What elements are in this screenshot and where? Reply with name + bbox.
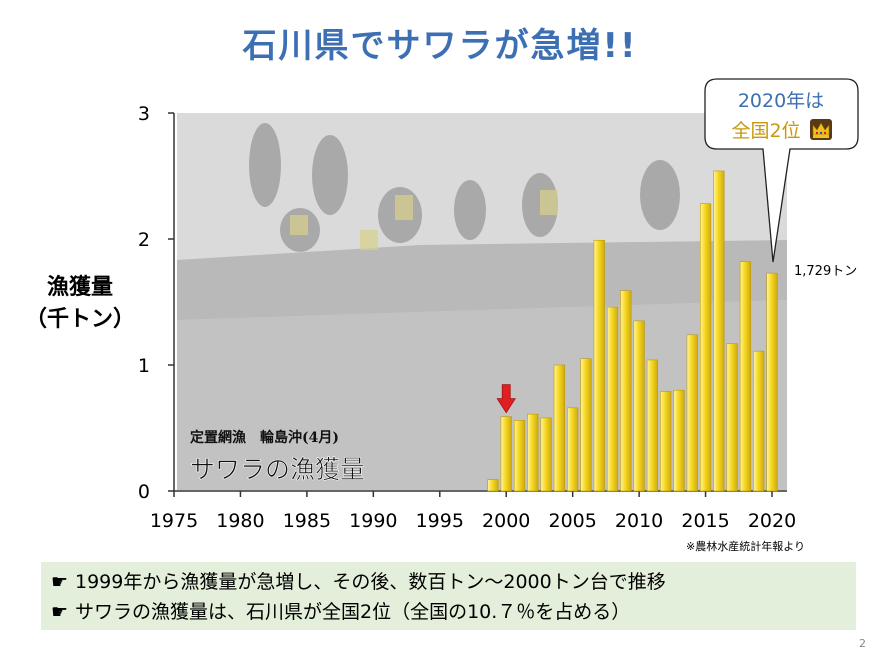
bar-2010	[633, 320, 645, 492]
y-tick-label: 0	[138, 481, 150, 503]
bar-chart: 定置網漁 輪島沖(4月) サワラの漁獲量 0 1 2 3 1975 1980 1985 19…	[138, 78, 859, 532]
bar-2017	[726, 343, 738, 492]
bar-2007	[593, 239, 605, 492]
crown-icon	[810, 119, 832, 140]
x-tick-label: 2020	[748, 510, 796, 532]
page-number: 2	[859, 637, 866, 650]
x-tick-label: 1975	[150, 510, 198, 532]
y-axis-label-line1: 漁獲量	[46, 275, 113, 300]
bar-2006	[580, 358, 592, 492]
y-axis-label: 漁獲量 （千トン）	[20, 272, 140, 336]
slide-title: 石川県でサワラが急増!!	[242, 26, 638, 66]
bar-1999	[487, 479, 499, 492]
pointing-hand-icon: ☛	[51, 601, 69, 623]
x-tick-label: 2010	[615, 510, 663, 532]
bar-2002	[527, 413, 539, 492]
y-tick-label: 1	[138, 355, 150, 377]
bar-2001	[513, 420, 526, 492]
photo-caption-small: 定置網漁 輪島沖(4月)	[190, 429, 339, 446]
bar-2004	[553, 364, 565, 492]
bar-2009	[620, 290, 632, 492]
bar-2020	[766, 272, 778, 492]
x-tick-label: 1985	[283, 510, 331, 532]
x-tick-label: 2005	[548, 510, 596, 532]
y-tick-label: 2	[138, 229, 150, 251]
x-tick-label: 1990	[349, 510, 397, 532]
note-1-text: 1999年から漁獲量が急増し、その後、数百トン～2000トン台で推移	[75, 571, 666, 593]
bar-2013	[673, 389, 685, 492]
last-value-label: 1,729トン	[794, 264, 857, 279]
callout-line1: 2020年は	[738, 90, 824, 112]
bar-2008	[606, 306, 619, 492]
bar-2005	[567, 407, 579, 492]
bar-2011	[646, 359, 659, 492]
bar-2003	[540, 417, 552, 492]
callout-2020: 2020年は 全国2位	[704, 78, 859, 263]
x-tick-label: 2000	[482, 510, 530, 532]
bar-2019	[753, 350, 765, 492]
bar-2014	[686, 334, 698, 492]
x-tick-label: 1995	[416, 510, 464, 532]
y-axis-label-line2: （千トン）	[24, 307, 135, 332]
bar-2012	[660, 391, 672, 492]
note-2: ☛ サワラの漁獲量は、石川県が全国2位（全国の10.７％を占める）	[51, 597, 630, 624]
pointing-hand-icon: ☛	[51, 571, 69, 593]
note-1: ☛ 1999年から漁獲量が急増し、その後、数百トン～2000トン台で推移	[51, 567, 666, 594]
x-tick-label: 1980	[216, 510, 264, 532]
source-note: ※農林水産統計年報より	[686, 540, 805, 553]
bar-2015	[699, 203, 712, 492]
photo-caption-large: サワラの漁獲量	[190, 455, 365, 484]
bar-2016	[713, 170, 725, 492]
bar-2018	[739, 261, 752, 492]
notes-box: ☛ 1999年から漁獲量が急増し、その後、数百トン～2000トン台で推移 ☛ サワラ…	[41, 562, 856, 630]
note-2-text: サワラの漁獲量は、石川県が全国2位（全国の10.７％を占める）	[75, 601, 631, 623]
red-arrow-icon	[496, 384, 516, 414]
y-tick-label: 3	[138, 103, 150, 125]
callout-line2: 全国2位	[731, 120, 800, 142]
bar-2000	[500, 416, 512, 492]
x-tick-label: 2015	[681, 510, 729, 532]
